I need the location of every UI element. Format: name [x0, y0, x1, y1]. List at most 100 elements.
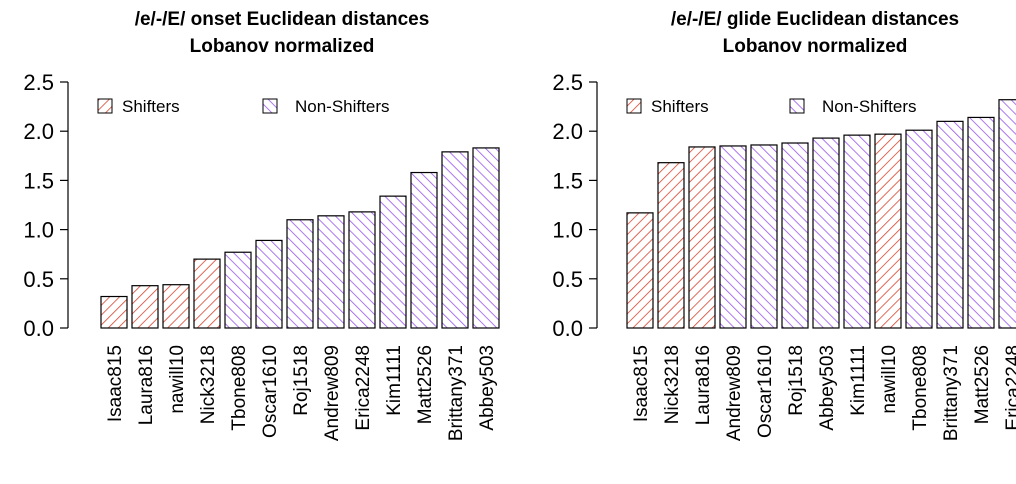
bar: [441, 151, 469, 329]
bar: [874, 133, 902, 329]
bar: [812, 137, 840, 329]
x-tick-label-group: Matt2526: [415, 345, 436, 424]
y-tick-label: 2.5: [23, 70, 54, 95]
x-tick-label-group: nawill10: [167, 345, 188, 414]
x-tick-label-group: Tbone808: [229, 345, 250, 431]
bar: [100, 295, 128, 329]
bar: [781, 142, 809, 329]
x-tick-label: Brittany371: [446, 345, 467, 441]
x-tick-label-group: Tbone808: [910, 345, 931, 431]
x-tick-label: Laura816: [693, 345, 714, 425]
x-tick-label: Nick3218: [198, 345, 219, 424]
y-tick-label: 0.5: [552, 267, 583, 292]
x-tick-label-group: Laura816: [693, 345, 714, 425]
bar: [936, 120, 964, 329]
x-tick-label: Roj1518: [291, 345, 312, 416]
y-tick-label: 1.5: [23, 168, 54, 193]
x-tick-label: Isaac815: [631, 345, 652, 422]
x-tick-label: Abbey503: [817, 345, 838, 431]
x-tick-label-group: Abbey503: [817, 345, 838, 431]
bar: [657, 162, 685, 329]
y-tick-label: 1.0: [23, 218, 54, 243]
x-tick-label-group: Oscar1610: [260, 345, 281, 438]
chart-title: /e/-/E/ glide Euclidean distances: [671, 9, 959, 30]
chart-title: /e/-/E/ onset Euclidean distances: [135, 9, 430, 30]
legend-label: Non-Shifters: [822, 97, 916, 116]
x-tick-label-group: nawill10: [879, 345, 900, 414]
x-tick-label-group: Oscar1610: [755, 345, 776, 438]
legend-label: Shifters: [651, 97, 709, 116]
bar: [998, 99, 1016, 329]
x-tick-label: Isaac815: [105, 345, 126, 422]
y-tick-label: 2.0: [552, 119, 583, 144]
x-tick-label: Andrew809: [724, 345, 745, 441]
x-tick-label: Roj1518: [786, 345, 807, 416]
x-tick-label: Brittany371: [941, 345, 962, 441]
x-tick-label: Matt2526: [972, 345, 993, 424]
legend-swatch: [789, 98, 805, 114]
x-tick-label: Tbone808: [910, 345, 931, 431]
bar: [193, 258, 221, 329]
x-tick-label-group: Nick3218: [662, 345, 683, 424]
y-tick-label: 0.0: [552, 316, 583, 341]
x-tick-label-group: Erica2248: [353, 345, 374, 431]
y-tick-label: 2.0: [23, 119, 54, 144]
x-tick-label-group: Andrew809: [724, 345, 745, 441]
legend-swatch: [97, 98, 113, 114]
legend-swatch: [626, 98, 642, 114]
x-tick-label-group: Kim1111: [384, 345, 405, 416]
x-tick-label-group: Erica2248: [1003, 345, 1016, 431]
bar: [379, 195, 407, 329]
bar: [348, 211, 376, 329]
bar: [224, 251, 252, 329]
x-tick-label: Oscar1610: [260, 345, 281, 438]
x-tick-label-group: Brittany371: [446, 345, 467, 441]
x-tick-label: nawill10: [167, 345, 188, 414]
bar: [131, 285, 159, 329]
bar: [688, 146, 716, 329]
chart-subtitle: Lobanov normalized: [190, 36, 375, 57]
bar: [410, 171, 438, 329]
x-tick-label: Kim1111: [848, 345, 869, 416]
bar: [286, 219, 314, 329]
chart-subtitle: Lobanov normalized: [723, 36, 908, 57]
y-tick-label: 1.5: [552, 168, 583, 193]
bar: [317, 215, 345, 329]
y-tick-label: 1.0: [552, 218, 583, 243]
x-tick-label: Laura816: [136, 345, 157, 425]
x-tick-label-group: Kim1111: [848, 345, 869, 416]
x-tick-label: Erica2248: [353, 345, 374, 431]
x-tick-label: Tbone808: [229, 345, 250, 431]
y-tick-label: 0.5: [23, 267, 54, 292]
x-tick-label-group: Isaac815: [105, 345, 126, 422]
x-tick-label: Abbey503: [477, 345, 498, 431]
bar: [472, 147, 500, 329]
bar: [967, 116, 995, 329]
x-tick-label: Oscar1610: [755, 345, 776, 438]
bar: [255, 239, 283, 329]
bar: [626, 212, 654, 329]
x-tick-label: Matt2526: [415, 345, 436, 424]
x-tick-label-group: Nick3218: [198, 345, 219, 424]
x-tick-label-group: Abbey503: [477, 345, 498, 431]
x-tick-label: nawill10: [879, 345, 900, 414]
legend-label: Non-Shifters: [295, 97, 389, 116]
x-tick-label: Andrew809: [322, 345, 343, 441]
y-tick-label: 0.0: [23, 316, 54, 341]
x-tick-label: Kim1111: [384, 345, 405, 416]
x-tick-label-group: Laura816: [136, 345, 157, 425]
bar: [719, 145, 747, 329]
x-tick-label-group: Isaac815: [631, 345, 652, 422]
x-tick-label-group: Andrew809: [322, 345, 343, 441]
legend-swatch: [262, 98, 278, 114]
bar: [905, 129, 933, 329]
x-tick-label-group: Roj1518: [786, 345, 807, 416]
x-tick-label-group: Matt2526: [972, 345, 993, 424]
x-tick-label-group: Roj1518: [291, 345, 312, 416]
y-tick-label: 2.5: [552, 70, 583, 95]
bar: [162, 284, 190, 329]
bar: [750, 144, 778, 329]
x-tick-label: Nick3218: [662, 345, 683, 424]
x-tick-label-group: Brittany371: [941, 345, 962, 441]
